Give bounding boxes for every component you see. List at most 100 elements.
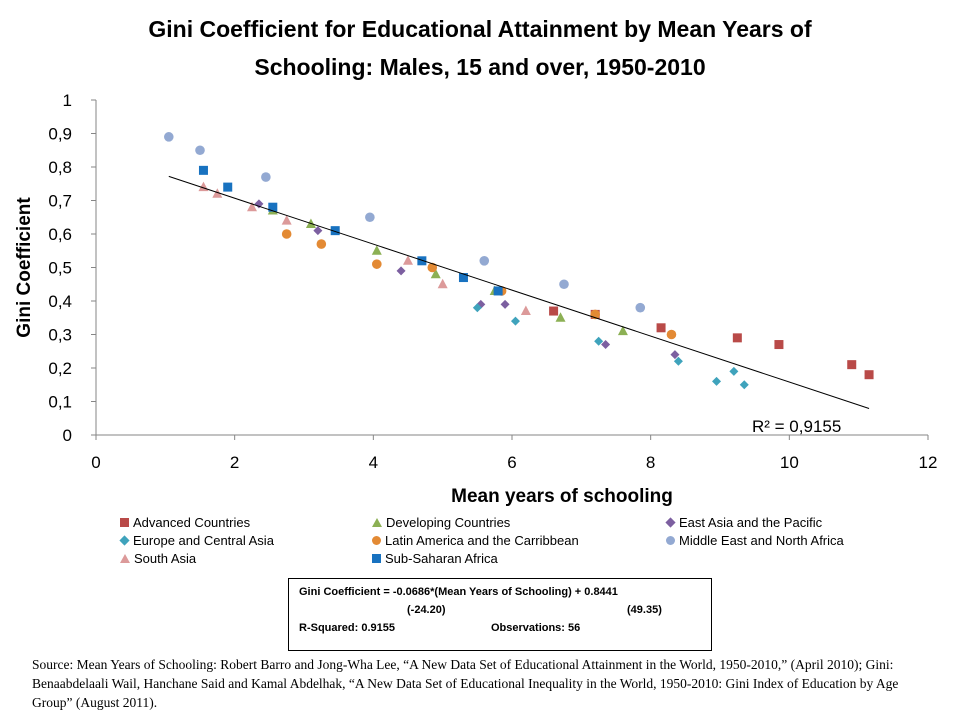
x-axis-label: Mean years of schooling <box>451 486 673 507</box>
y-tick-label: 0,5 <box>48 259 72 278</box>
legend-item: Advanced Countries <box>120 515 250 530</box>
chart-title: Gini Coefficient for Educational Attainm… <box>60 10 900 86</box>
legend-label: Middle East and North Africa <box>679 533 844 548</box>
data-point-sub-saharan-africa <box>330 226 340 236</box>
data-point-latin-america-and-the-carribbean <box>427 262 438 273</box>
legend-item: Middle East and North Africa <box>666 533 844 548</box>
x-tick-label: 0 <box>91 453 100 472</box>
data-point-advanced-countries <box>732 333 742 343</box>
y-tick-label: 0 <box>63 426 72 445</box>
data-point-latin-america-and-the-carribbean <box>281 229 292 239</box>
intercept-slope-t-stat: (-24.20) <box>407 604 446 616</box>
y-tick-label: 0,8 <box>48 158 72 177</box>
data-point-advanced-countries <box>864 370 874 380</box>
data-point-advanced-countries <box>774 340 784 350</box>
data-point-south-asia <box>281 215 292 225</box>
data-point-south-asia <box>247 201 257 212</box>
legend-item: Developing Countries <box>372 515 510 530</box>
data-point-developing-countries <box>430 268 441 279</box>
legend-item: East Asia and the Pacific <box>665 515 823 530</box>
data-point-east-asia-and-the-pacific <box>396 266 406 276</box>
x-tick-label: 12 <box>919 453 938 472</box>
y-tick-label: 0,7 <box>48 192 72 211</box>
y-tick-label: 0,6 <box>48 225 72 244</box>
legend-item: South Asia <box>120 551 196 566</box>
legend-marker <box>372 518 382 527</box>
regression-equation-box: Gini Coefficient = -0.0686*(Mean Years o… <box>288 578 712 651</box>
data-point-south-asia <box>437 278 448 289</box>
y-tick-label: 1 <box>63 91 72 110</box>
data-point-developing-countries <box>555 312 566 322</box>
data-point-latin-america-and-the-carribbean <box>372 259 382 269</box>
data-point-europe-and-central-asia <box>712 376 722 386</box>
data-point-middle-east-and-north-africa <box>559 279 569 290</box>
chart-title-line-2: Schooling: Males, 15 and over, 1950-2010 <box>254 54 706 80</box>
data-point-latin-america-and-the-carribbean <box>316 239 327 249</box>
data-point-south-asia <box>212 188 223 198</box>
legend-marker <box>372 536 381 545</box>
legend-marker <box>120 554 130 563</box>
data-point-east-asia-and-the-pacific <box>254 199 264 209</box>
data-point-europe-and-central-asia <box>739 380 749 390</box>
data-point-developing-countries <box>617 325 628 336</box>
data-point-middle-east-and-north-africa <box>164 132 174 142</box>
trendline <box>168 175 870 409</box>
data-point-sub-saharan-africa <box>493 286 503 296</box>
scatter-plot: 00,10,20,30,40,50,60,70,80,910 2 4 6 8 10 12Me… <box>14 91 938 507</box>
x-tick-label: 2 <box>230 453 239 472</box>
y-tick-label: 0,3 <box>48 326 72 345</box>
data-point-sub-saharan-africa <box>417 256 427 266</box>
x-tick-label: 8 <box>646 453 655 472</box>
data-point-south-asia <box>403 255 413 265</box>
legend-label: Latin America and the Carribbean <box>385 533 579 548</box>
legend-label: Advanced Countries <box>133 515 251 530</box>
legend-label: Sub-Saharan Africa <box>385 551 498 566</box>
data-point-advanced-countries <box>847 360 857 370</box>
y-tick-label: 0,2 <box>48 359 72 378</box>
legend-label: Europe and Central Asia <box>133 533 274 548</box>
legend-label: South Asia <box>134 551 197 566</box>
x-tick-label: 6 <box>507 453 516 472</box>
data-point-east-asia-and-the-pacific <box>500 299 510 309</box>
data-point-sub-saharan-africa <box>458 273 468 283</box>
data-point-middle-east-and-north-africa <box>365 212 375 223</box>
data-point-south-asia <box>520 305 531 316</box>
y-tick-label: 0,4 <box>48 292 72 311</box>
legend-marker <box>119 535 130 546</box>
legend-label: East Asia and the Pacific <box>679 515 823 530</box>
y-tick-label: 0,1 <box>48 393 72 412</box>
x-tick-label: 10 <box>780 453 799 472</box>
legend-marker <box>665 517 676 528</box>
legend-item: Latin America and the Carribbean <box>372 533 579 548</box>
data-point-europe-and-central-asia <box>673 356 683 366</box>
data-point-east-asia-and-the-pacific <box>601 340 611 350</box>
data-point-sub-saharan-africa <box>198 165 208 175</box>
data-point-advanced-countries <box>549 306 559 316</box>
data-point-europe-and-central-asia <box>472 303 482 313</box>
regression-equation: Gini Coefficient = -0.0686*(Mean Years o… <box>299 586 618 598</box>
data-point-europe-and-central-asia <box>594 336 604 346</box>
r-squared-value: R-Squared: 0.9155 <box>299 622 395 634</box>
y-axis-label: Gini Coefficient <box>14 197 35 338</box>
legend-label: Developing Countries <box>386 515 511 530</box>
legend-marker <box>666 536 675 545</box>
legend-item: Europe and Central Asia <box>119 533 274 548</box>
data-point-sub-saharan-africa <box>223 182 233 192</box>
data-point-europe-and-central-asia <box>729 366 739 376</box>
data-point-europe-and-central-asia <box>510 316 520 326</box>
data-point-east-asia-and-the-pacific <box>670 350 680 360</box>
legend-item: Sub-Saharan Africa <box>372 551 498 566</box>
data-point-advanced-countries <box>656 323 666 333</box>
legend-marker <box>372 554 381 563</box>
x-tick-label: 4 <box>369 453 378 472</box>
data-point-developing-countries <box>371 245 382 255</box>
data-point-sub-saharan-africa <box>268 202 278 212</box>
y-tick-label: 0,9 <box>48 125 72 144</box>
r-squared-label: R² = 0,9155 <box>752 417 841 436</box>
source-note: Source: Mean Years of Schooling: Robert … <box>32 657 899 710</box>
data-point-east-asia-and-the-pacific <box>313 226 323 236</box>
data-point-middle-east-and-north-africa <box>195 145 205 156</box>
data-point-middle-east-and-north-africa <box>635 302 646 313</box>
intercept-t-stat: (49.35) <box>627 604 662 616</box>
data-point-latin-america-and-the-carribbean <box>666 329 677 340</box>
